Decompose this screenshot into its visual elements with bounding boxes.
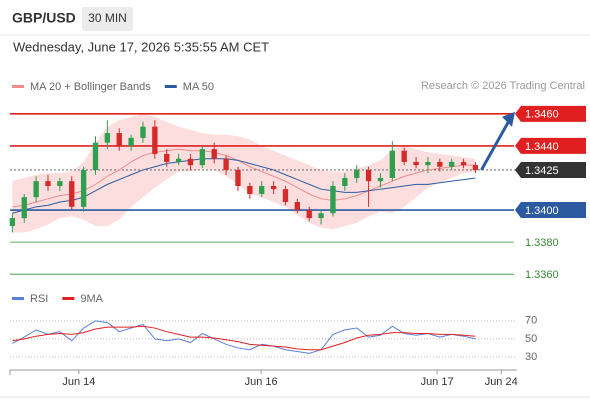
candle-body xyxy=(199,149,206,166)
legend-swatch xyxy=(164,85,177,88)
candle-body xyxy=(164,153,170,162)
level-label: 1.3400 xyxy=(525,205,559,217)
candle-body xyxy=(401,150,407,162)
candle-body xyxy=(472,165,479,170)
indicator-line xyxy=(12,320,476,354)
candle-body xyxy=(128,137,134,146)
candle-body xyxy=(318,213,324,219)
candle-body xyxy=(354,169,360,178)
candle-body xyxy=(9,218,16,227)
candle-body xyxy=(175,158,182,162)
level-label: 1.3440 xyxy=(525,141,559,153)
moving-average xyxy=(12,148,476,208)
candle-body xyxy=(211,149,217,159)
candle-body xyxy=(45,181,51,186)
forecast-arrow xyxy=(480,120,511,171)
candle-body xyxy=(116,133,122,146)
moving-average xyxy=(12,158,476,214)
y-tick-label: 30 xyxy=(525,351,537,363)
level-label: 1.3425 xyxy=(525,165,559,177)
indicator-line xyxy=(12,325,476,351)
x-tick-label: Jun 17 xyxy=(421,376,454,388)
level-label: 1.3360 xyxy=(525,269,559,281)
candle-body xyxy=(294,202,301,211)
legend-label: MA 50 xyxy=(183,81,214,93)
level-label: 1.3460 xyxy=(525,109,559,121)
candle-body xyxy=(306,210,312,219)
candle-body xyxy=(21,197,27,219)
candle-body xyxy=(270,185,277,190)
candle-body xyxy=(365,169,372,182)
bollinger-band xyxy=(12,113,476,233)
candle-body xyxy=(152,126,158,154)
candle-body xyxy=(330,185,336,214)
x-tick-label: Jun 24 xyxy=(485,376,518,388)
candle-body xyxy=(57,181,63,186)
candle-body xyxy=(425,161,431,166)
timestamp: Wednesday, June 17, 2026 5:35:55 AM CET xyxy=(13,39,269,54)
candle-body xyxy=(449,161,455,167)
symbol: GBP/USD xyxy=(12,10,76,26)
level-label-box xyxy=(515,137,586,154)
level-label-box xyxy=(515,202,586,219)
timeframe-button[interactable] xyxy=(82,7,133,31)
timeframe[interactable]: 30 MIN xyxy=(88,11,127,25)
legend-label: 9MA xyxy=(80,293,103,305)
candle-body xyxy=(104,133,111,143)
candle-body xyxy=(140,126,146,138)
level-label-box xyxy=(515,105,586,122)
legend-label: RSI xyxy=(30,293,48,305)
legend-swatch xyxy=(12,85,24,88)
level-label-box xyxy=(515,161,586,178)
candle-body xyxy=(282,189,289,203)
source: Research © 2026 Trading Central xyxy=(421,80,585,92)
x-tick-label: Jun 14 xyxy=(62,376,95,388)
candle-body xyxy=(69,181,75,207)
y-tick-label: 70 xyxy=(525,315,537,327)
candle-body xyxy=(259,185,265,194)
legend-label: MA 20 + Bollinger Bands xyxy=(30,81,151,93)
forecast-arrowhead xyxy=(502,111,515,127)
candle-body xyxy=(377,177,384,182)
candle-body xyxy=(92,142,99,170)
legend-swatch xyxy=(62,297,75,300)
candle-body xyxy=(413,161,419,166)
candle-body xyxy=(437,161,443,167)
x-tick-label: Jun 16 xyxy=(245,376,278,388)
candle-body xyxy=(187,158,194,166)
candle-body xyxy=(235,169,241,186)
candle-body xyxy=(247,185,253,194)
y-tick-label: 50 xyxy=(525,333,537,345)
candle-body xyxy=(342,177,348,186)
level-label: 1.3380 xyxy=(525,237,559,249)
candle-body xyxy=(460,161,467,166)
candle-body xyxy=(33,181,39,198)
candle-body xyxy=(389,150,395,178)
legend-swatch xyxy=(12,297,24,300)
candle-body xyxy=(80,169,87,207)
candle-body xyxy=(223,158,229,170)
